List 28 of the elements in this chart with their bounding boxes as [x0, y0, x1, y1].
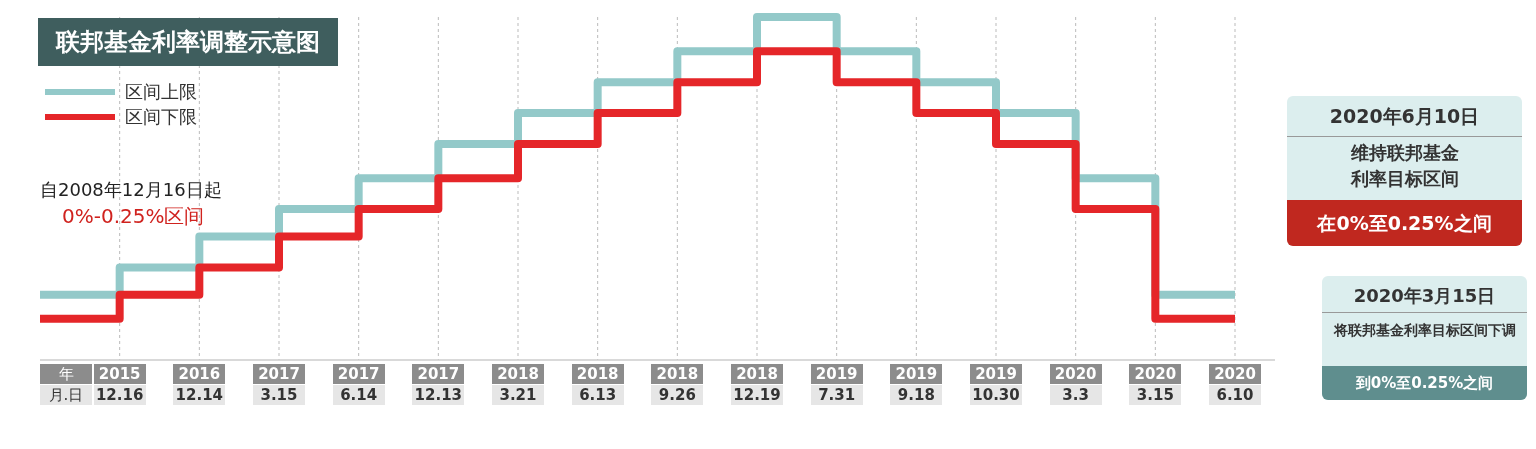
text: 维持联邦基金利率目标区间: [1349, 141, 1460, 191]
legend-label: 区间下限: [125, 106, 197, 127]
x-tick-label: 2017 6.14: [336, 364, 381, 405]
x-tick-label: 2018 6.13: [575, 364, 620, 405]
x-tick-label: 2020 3.3: [1053, 364, 1098, 405]
text: 2020年3月15日: [1322, 284, 1527, 313]
x-tick-label: 2016 12.14: [174, 364, 225, 405]
x-tick-label: 2019 7.31: [814, 364, 859, 405]
annotation: 自2008年12月16日起: [40, 178, 222, 202]
text: 将联邦基金利率目标区间下调: [1333, 321, 1517, 340]
text: 联邦基金利率调整示意图: [38, 18, 338, 66]
x-tick-label: 2018 12.19: [732, 364, 782, 405]
x-tick-label: 2019 9.18: [894, 364, 939, 405]
annotation: 0%-0.25%区间: [62, 203, 205, 230]
x-tick-label: 2020 6.10: [1213, 364, 1257, 405]
text: 年: [40, 364, 92, 384]
text: 2020年6月10日: [1287, 104, 1522, 137]
x-tick-label: 2018 9.26: [655, 364, 700, 405]
x-tick-label: 2017 3.15: [257, 364, 301, 405]
x-tick-label: 2019 10.30: [971, 364, 1021, 405]
x-tick-label: 2017 12.13: [413, 364, 464, 405]
text: 到0%至0.25%之间: [1322, 366, 1527, 400]
legend-label: 区间上限: [125, 81, 197, 102]
text: 月.日: [40, 385, 92, 405]
x-tick-label: 2018 3.21: [496, 364, 540, 405]
x-tick-label: 2020 3.15: [1133, 364, 1178, 405]
x-tick-label: 2015 12.16: [94, 364, 145, 405]
text: 在0%至0.25%之间: [1287, 200, 1522, 246]
